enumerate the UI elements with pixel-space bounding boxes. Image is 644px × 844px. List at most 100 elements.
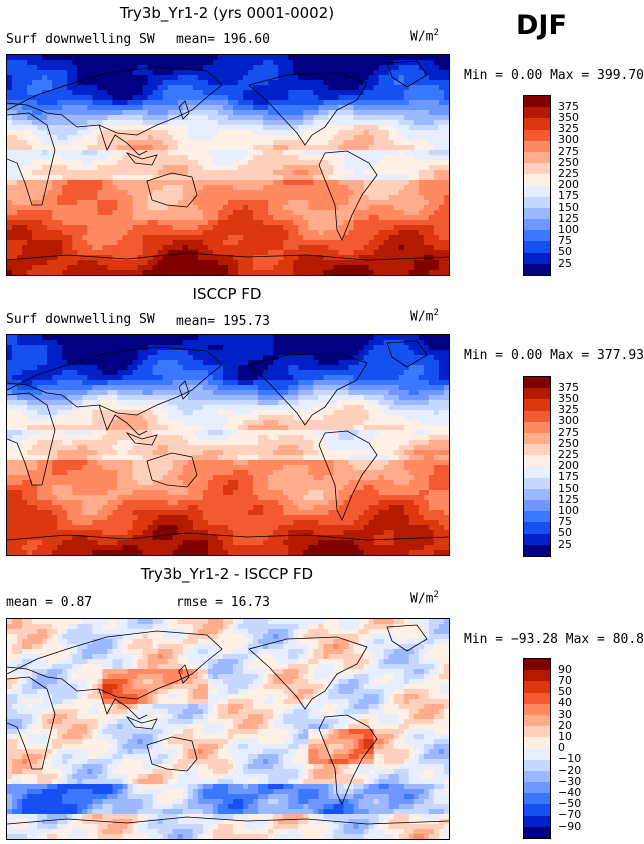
- colorbar-swatch: [524, 659, 550, 671]
- colorbar-swatch: [524, 107, 550, 119]
- colorbar-swatch: [524, 196, 550, 208]
- panel2-variable-label: Surf downwelling SW: [6, 312, 155, 327]
- colorbar-tick-label: −90: [558, 819, 582, 833]
- colorbar-tick-label: 25: [558, 256, 572, 270]
- coastline: [7, 816, 449, 825]
- colorbar-swatch: [524, 444, 550, 456]
- colorbar-swatch: [524, 681, 550, 693]
- colorbar-swatch: [524, 118, 550, 130]
- colorbar-tick-label: 275: [558, 144, 579, 158]
- panel1-title: Try3b_Yr1-2 (yrs 0001-0002): [119, 4, 335, 22]
- colorbar-swatch: [524, 96, 550, 108]
- panel1-units: W/m2: [410, 28, 439, 45]
- colorbar-swatch: [524, 230, 550, 242]
- colorbar-tick-label: 175: [558, 470, 579, 484]
- colorbar-tick-label: 90: [558, 662, 572, 676]
- colorbar-swatch: [524, 782, 550, 794]
- colorbar-swatch: [524, 714, 550, 727]
- colorbar-swatch: [524, 793, 550, 805]
- colorbar-swatch: [524, 252, 550, 264]
- colorbar-tick-label: −70: [558, 808, 582, 822]
- coastline: [386, 60, 428, 88]
- colorbar-swatch: [524, 421, 550, 433]
- colorbar-tick-label: 150: [558, 481, 579, 495]
- coastline: [178, 664, 190, 684]
- colorbar-tick-label: 250: [558, 155, 579, 169]
- panel1-variable-label: Surf downwelling SW: [6, 32, 155, 47]
- panel3-title: Try3b_Yr1-2 - ISCCP FD: [140, 565, 314, 583]
- colorbar-swatch: [524, 185, 550, 197]
- colorbar-tick-label: 50: [558, 245, 572, 259]
- colorbar-tick-label: 325: [558, 403, 579, 417]
- coastline: [318, 430, 378, 521]
- colorbar-swatch: [524, 129, 550, 141]
- panel3-colorbar: [523, 658, 551, 840]
- colorbar-tick-label: −40: [558, 785, 582, 799]
- panel2-title: ISCCP FD: [192, 285, 262, 303]
- colorbar-tick-label: 300: [558, 414, 579, 428]
- colorbar-swatch: [524, 377, 550, 389]
- panel3-units: W/m2: [410, 590, 439, 607]
- colorbar-tick-label: 375: [558, 99, 579, 113]
- colorbar-swatch: [524, 770, 550, 783]
- colorbar-tick-label: 175: [558, 189, 579, 203]
- coastline: [386, 624, 428, 652]
- panel3-map: [6, 618, 450, 840]
- coastline: [248, 352, 368, 426]
- panel3-rmse: rmse = 16.73: [176, 595, 270, 610]
- coastline: [7, 532, 449, 541]
- coastline: [146, 452, 198, 488]
- colorbar-swatch: [524, 826, 550, 838]
- coastline: [7, 346, 223, 416]
- coastline: [146, 736, 198, 772]
- coastline: [125, 432, 158, 446]
- colorbar-tick-label: 125: [558, 492, 579, 506]
- panel1-map: [6, 54, 450, 276]
- colorbar-tick-label: 200: [558, 178, 579, 192]
- coastline: [7, 392, 56, 486]
- colorbar-tick-label: 100: [558, 222, 579, 236]
- colorbar-tick-label: 70: [558, 673, 572, 687]
- panel2-minmax: Min = 0.00 Max = 377.93: [464, 348, 644, 363]
- colorbar-tick-label: 75: [558, 234, 572, 248]
- colorbar-swatch: [524, 140, 550, 152]
- coastline: [125, 152, 158, 166]
- colorbar-swatch: [524, 455, 550, 467]
- panel3-minmax: Min = −93.28 Max = 80.89: [464, 632, 644, 647]
- colorbar-swatch: [524, 544, 550, 556]
- colorbar-tick-label: 75: [558, 515, 572, 529]
- coastline: [125, 716, 158, 730]
- colorbar-swatch: [524, 815, 550, 827]
- panel1-colorbar: [523, 95, 551, 277]
- panel2-colorbar: [523, 376, 551, 558]
- colorbar-tick-label: 225: [558, 447, 579, 461]
- colorbar-tick-label: 30: [558, 707, 572, 721]
- colorbar-tick-label: 40: [558, 696, 572, 710]
- colorbar-tick-label: 200: [558, 459, 579, 473]
- colorbar-tick-label: 250: [558, 436, 579, 450]
- panel1-minmax: Min = 0.00 Max = 399.70: [464, 68, 644, 83]
- season-label: DJF: [516, 10, 567, 41]
- coastline: [98, 688, 148, 720]
- colorbar-swatch: [524, 522, 550, 534]
- colorbar-swatch: [524, 670, 550, 682]
- panel1-map-svg: [7, 55, 449, 275]
- colorbar-swatch: [524, 477, 550, 489]
- colorbar-swatch: [524, 488, 550, 501]
- panel1-mean: mean= 196.60: [176, 32, 270, 47]
- coastline: [386, 340, 428, 368]
- colorbar-swatch: [524, 500, 550, 512]
- coastline: [7, 630, 223, 700]
- colorbar-tick-label: −20: [558, 763, 582, 777]
- colorbar-swatch: [524, 219, 550, 231]
- colorbar-tick-label: 0: [558, 741, 565, 755]
- colorbar-tick-label: −10: [558, 752, 582, 766]
- coastline: [318, 714, 378, 805]
- colorbar-swatch: [524, 174, 550, 186]
- colorbar-swatch: [524, 804, 550, 816]
- panel3-mean: mean = 0.87: [6, 595, 93, 610]
- colorbar-tick-label: 10: [558, 729, 572, 743]
- panel2-map-svg: [7, 335, 449, 555]
- colorbar-swatch: [524, 703, 550, 715]
- panel3-map-svg: [7, 619, 449, 839]
